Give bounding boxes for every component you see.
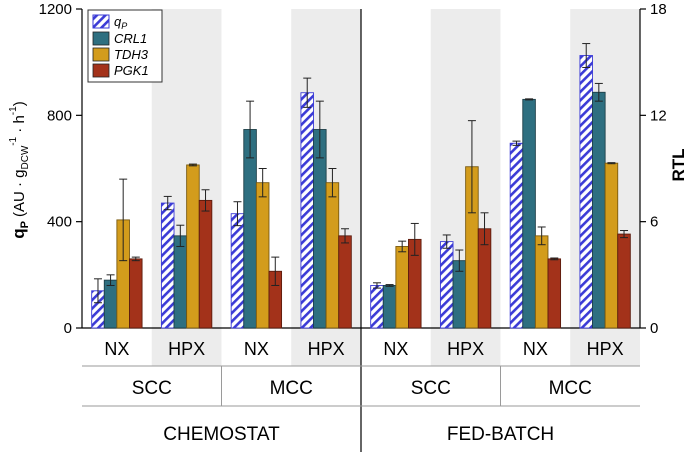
bar-crl1-4: [382, 285, 397, 329]
bar-tdh3-4: [395, 246, 409, 329]
label-layer: 0 400 800 1200 0 6 12 18 NX HPX NX HPX NX HPX NX HPX SCC…: [39, 1, 667, 445]
y-left-tick-label-3: 1200: [39, 1, 72, 18]
bar-qp-4: [370, 285, 384, 329]
bar-crl1-1: [173, 235, 188, 329]
bar-qp-7: [579, 55, 593, 329]
condition-label-1: HPX: [168, 339, 205, 359]
condition-label-5: HPX: [447, 339, 484, 359]
y-right-tick-label-2: 12: [650, 107, 667, 124]
y-label-close: ): [11, 101, 28, 106]
legend-swatch-pgk1: [92, 63, 110, 78]
y-label-sup-1: -1: [8, 136, 19, 145]
legend-swatch-qp: [92, 14, 110, 29]
y-label-mid: · h: [11, 115, 28, 137]
y-left-tick-label-0: 0: [64, 320, 72, 337]
legend: qP CRL1 TDH3 PGK1: [87, 9, 163, 83]
bar-qp-5: [439, 241, 454, 329]
process-label-3: MCC: [549, 378, 592, 399]
y-label-sub-p: P: [19, 221, 31, 228]
bar-tdh3-6: [534, 235, 549, 329]
bar-qp-6: [509, 142, 524, 329]
bar-pgk1-3: [338, 235, 352, 329]
bar-pgk1-6: [547, 258, 562, 329]
condition-label-0: NX: [104, 339, 129, 359]
mode-label-0: CHEMOSTAT: [163, 424, 280, 445]
y-label-paren: (AU · g: [11, 169, 28, 217]
legend-label-crl1: CRL1: [114, 31, 147, 46]
legend-swatch-tdh3: [92, 47, 110, 62]
bar-qp-2: [230, 213, 245, 329]
bar-pgk1-1: [198, 199, 213, 329]
bar-crl1-6: [522, 98, 536, 329]
bar-crl1-2: [243, 129, 257, 329]
bar-qp-3: [300, 92, 314, 329]
bar-crl1-7: [592, 91, 606, 329]
bar-qp-1: [160, 202, 175, 329]
condition-label-7: HPX: [587, 339, 624, 359]
y-left-tick-label-2: 800: [47, 107, 72, 124]
bar-pgk1-7: [617, 233, 631, 329]
legend-label-pgk1: PGK1: [114, 63, 149, 78]
process-label-1: MCC: [270, 378, 313, 399]
condition-label-2: NX: [244, 339, 269, 359]
y-label-q: q: [9, 228, 28, 238]
y-axis-left-label: qP(AU · gDCW-1 · h-1): [8, 101, 31, 238]
bar-tdh3-2: [255, 182, 270, 329]
y-right-tick-label-0: 0: [650, 320, 658, 337]
legend-label-qp: qP: [114, 14, 127, 31]
mode-label-1: FED-BATCH: [447, 424, 554, 445]
bar-pgk1-0: [129, 258, 143, 329]
condition-label-6: NX: [523, 339, 548, 359]
bar-layer: [91, 43, 631, 329]
process-label-2: SCC: [411, 378, 451, 399]
bar-tdh3-3: [325, 182, 340, 329]
condition-label-4: NX: [383, 339, 408, 359]
bar-tdh3-1: [186, 164, 200, 329]
y-label-sub-dcw: DCW: [20, 145, 31, 169]
legend-swatch-crl1: [92, 31, 110, 46]
bar-tdh3-7: [604, 162, 619, 329]
y-axis-right-label: RTL: [669, 148, 688, 181]
bar-crl1-3: [313, 129, 327, 329]
process-label-0: SCC: [132, 378, 172, 399]
y-right-tick-label-1: 6: [650, 214, 658, 231]
y-label-sup-2: -1: [8, 106, 19, 115]
y-right-tick-label-3: 18: [650, 1, 667, 18]
bar-crl1-0: [103, 279, 118, 329]
legend-label-tdh3: TDH3: [114, 47, 149, 62]
y-left-tick-label-1: 400: [47, 214, 72, 231]
condition-label-3: HPX: [308, 339, 345, 359]
